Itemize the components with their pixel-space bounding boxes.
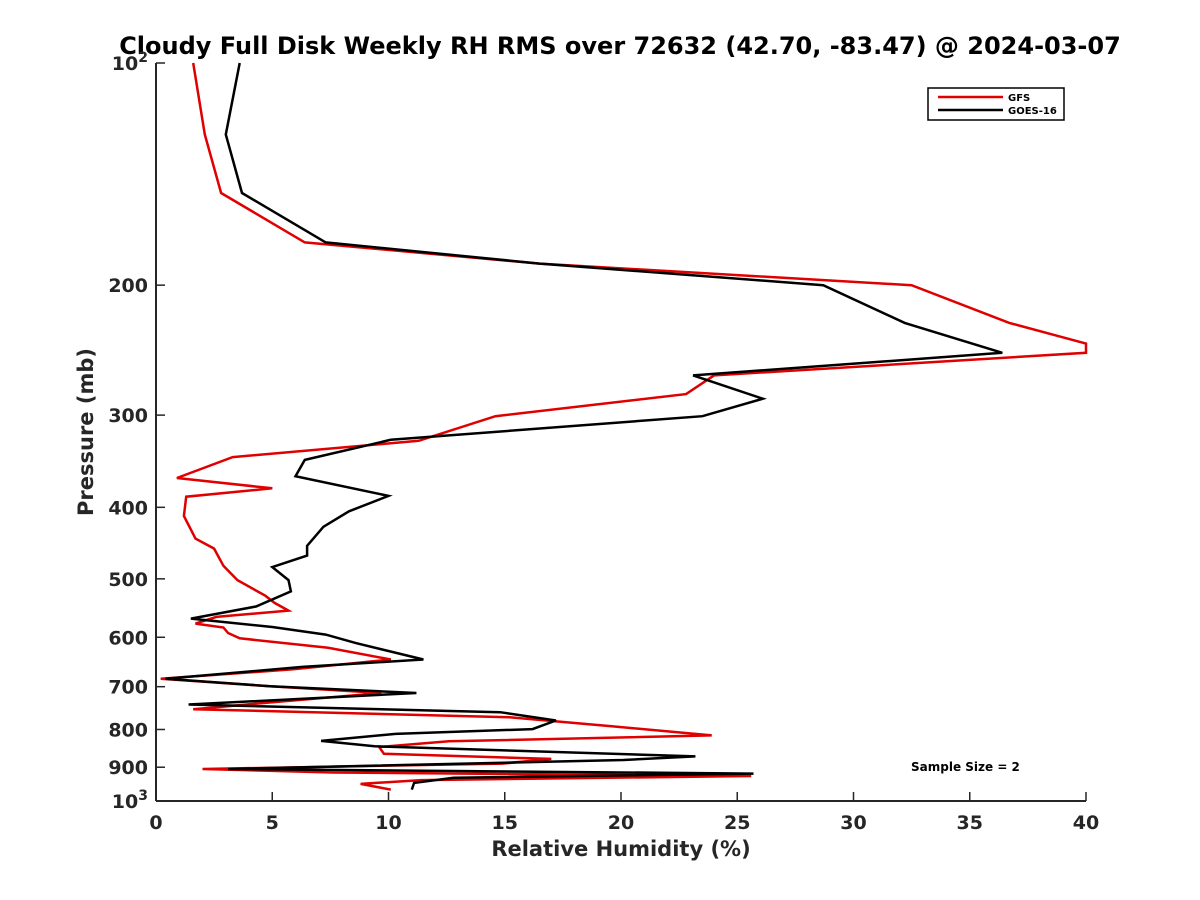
x-tick-label: 35 [957,812,983,834]
x-tick-label: 10 [375,812,401,834]
y-tick-label: 300 [108,405,148,427]
x-tick-label: 5 [266,812,279,834]
x-axis-label: Relative Humidity (%) [491,837,750,861]
y-tick-label: 900 [108,757,148,779]
y-tick-label: 500 [108,569,148,591]
legend-box [927,87,1065,121]
y-tick-label: 600 [108,627,148,649]
y-tick-label: 400 [108,497,148,519]
y-tick-label: 200 [108,275,148,297]
y-axis-label: Pressure (mb) [74,348,98,516]
x-tick-label: 20 [608,812,634,834]
legend-label-gfs: GFS [1008,93,1030,104]
x-tick-label: 0 [149,812,162,834]
legend-label-goes16: GOES-16 [1008,106,1057,117]
chart-title: Cloudy Full Disk Weekly RH RMS over 7263… [119,32,1121,60]
series-line-goes16 [165,62,1003,791]
legend: GFS GOES-16 [927,87,1065,121]
x-tick-label: 40 [1073,812,1099,834]
x-tick-label: 25 [724,812,750,834]
y-tick-label: 700 [108,677,148,699]
y-axis-ticks: 102 200 300 400 500 600 700 800 900 103 [108,50,165,813]
series-layer [160,62,1088,791]
y-tick-label: 102 [112,50,148,75]
x-tick-label: 30 [840,812,866,834]
sample-size-annotation: Sample Size = 2 [911,760,1020,774]
y-tick-label: 800 [108,719,148,741]
x-axis-ticks: 0 5 10 15 20 25 30 35 40 [149,792,1099,834]
y-tick-label: 103 [112,788,148,813]
x-tick-label: 15 [492,812,518,834]
